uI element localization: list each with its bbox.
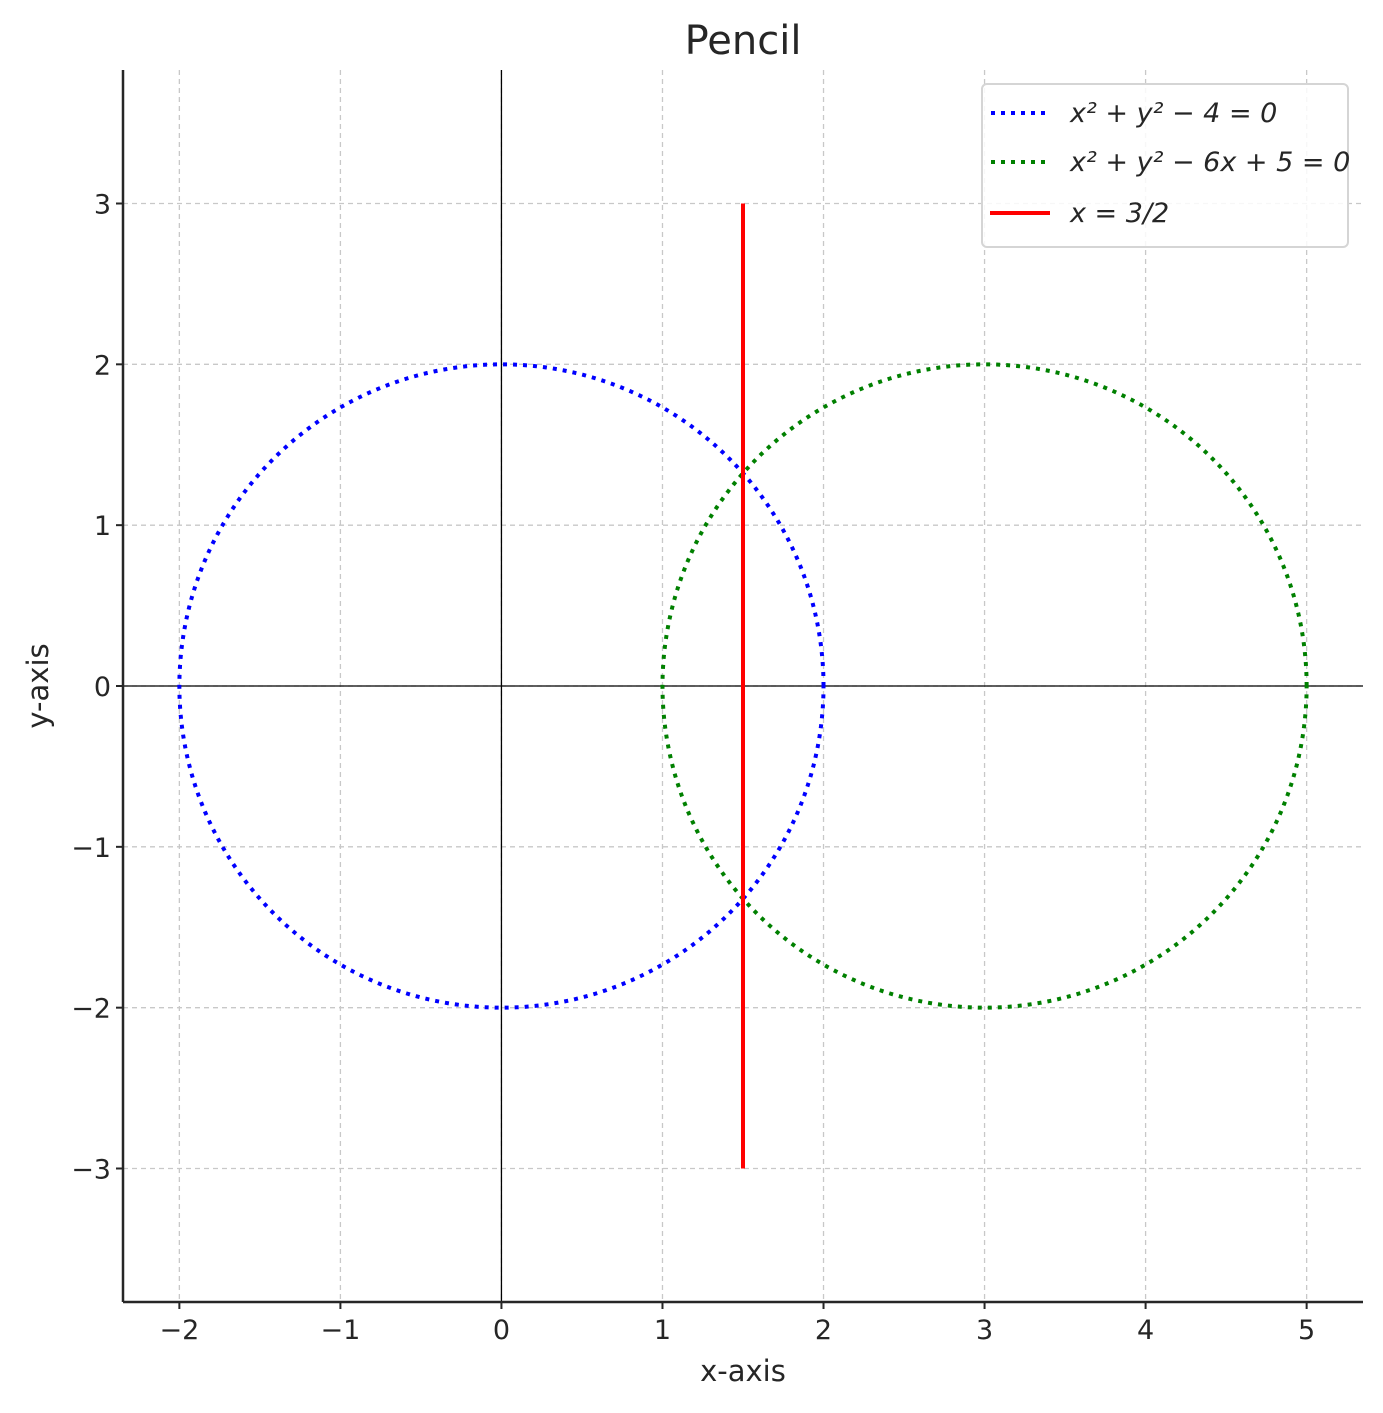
y-ticks: −3 −2 −1 0 1 2 3 bbox=[71, 189, 123, 1186]
x-tick-label: 3 bbox=[976, 1315, 993, 1346]
y-tick-label: 3 bbox=[94, 189, 111, 220]
x-tick-label: 5 bbox=[1298, 1315, 1315, 1346]
y-tick-label: 2 bbox=[94, 350, 111, 381]
y-tick-label: −1 bbox=[71, 833, 111, 864]
chart-title: Pencil bbox=[685, 18, 802, 64]
y-tick-label: 0 bbox=[94, 672, 111, 703]
legend-label-green-circle: x² + y² − 6x + 5 = 0 bbox=[1069, 147, 1350, 178]
x-tick-label: 1 bbox=[654, 1315, 671, 1346]
series-circle-1 bbox=[660, 362, 1309, 1010]
x-tick-label: 2 bbox=[815, 1315, 832, 1346]
series bbox=[177, 203, 1309, 1169]
x-tick-label: 4 bbox=[1137, 1315, 1154, 1346]
x-tick-label: −1 bbox=[320, 1315, 360, 1346]
y-tick-label: −2 bbox=[71, 994, 111, 1025]
legend-label-blue-circle: x² + y² − 4 = 0 bbox=[1069, 98, 1277, 129]
x-ticks: −2 −1 0 1 2 3 4 5 bbox=[159, 1302, 1315, 1346]
x-axis-label: x-axis bbox=[700, 1354, 786, 1388]
y-tick-label: −3 bbox=[71, 1155, 111, 1186]
series-circle-0 bbox=[177, 362, 826, 1010]
x-tick-label: −2 bbox=[159, 1315, 199, 1346]
y-tick-label: 1 bbox=[94, 511, 111, 542]
x-tick-label: 0 bbox=[493, 1315, 510, 1346]
y-axis-label: y-axis bbox=[21, 643, 55, 728]
legend-label-red-line: x = 3/2 bbox=[1069, 198, 1169, 229]
legend: x² + y² − 4 = 0 x² + y² − 6x + 5 = 0 x =… bbox=[981, 83, 1350, 248]
legend-frame bbox=[981, 83, 1349, 248]
